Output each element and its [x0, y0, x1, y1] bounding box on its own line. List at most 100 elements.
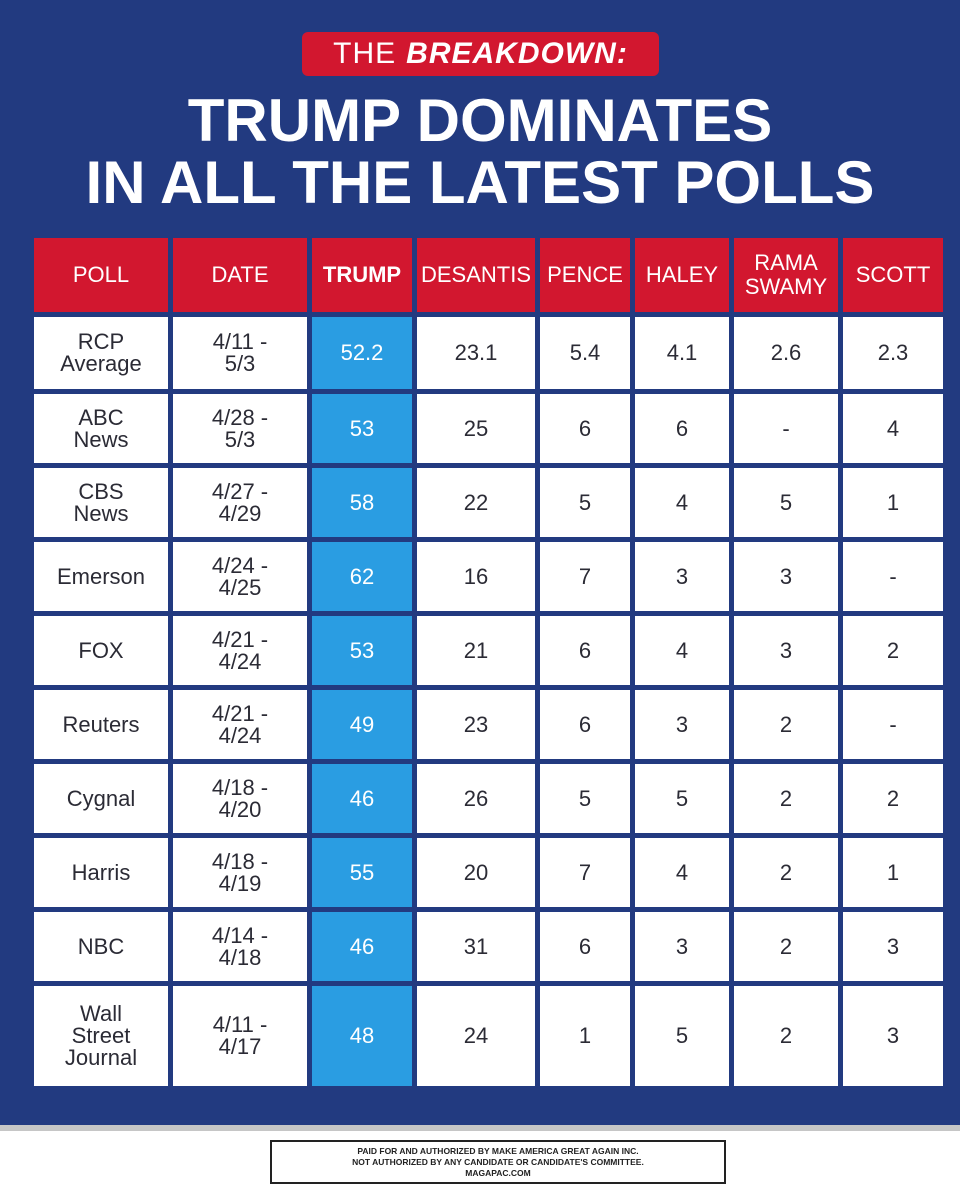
header-cell: RAMA SWAMY — [734, 238, 838, 312]
value-cell: 3 — [843, 912, 943, 981]
badge-prefix: THE — [333, 37, 397, 70]
date-cell: 4/18 - 4/19 — [173, 838, 307, 907]
value-cell: 6 — [540, 394, 630, 463]
header-cell: SCOTT — [843, 238, 943, 312]
table-row: Cygnal 4/18 - 4/20 46 26 5 5 2 2 — [34, 764, 943, 833]
table-row: CBS News 4/27 - 4/29 58 22 5 4 5 1 — [34, 468, 943, 537]
value-cell: 4 — [635, 468, 729, 537]
value-cell: 6 — [540, 912, 630, 981]
value-cell: 2.6 — [734, 317, 838, 389]
value-cell: 2 — [843, 616, 943, 685]
value-cell: 26 — [417, 764, 535, 833]
value-cell: 20 — [417, 838, 535, 907]
value-cell: 1 — [843, 838, 943, 907]
value-cell: - — [843, 542, 943, 611]
value-cell: 3 — [734, 616, 838, 685]
table-row: NBC 4/14 - 4/18 46 31 6 3 2 3 — [34, 912, 943, 981]
date-cell: 4/11 - 4/17 — [173, 986, 307, 1086]
value-cell: 3 — [635, 912, 729, 981]
poll-name-cell: Wall Street Journal — [34, 986, 168, 1086]
value-cell: 2 — [734, 912, 838, 981]
value-cell: 2 — [734, 838, 838, 907]
header-row: POLL DATE TRUMP DESANTIS PENCE HALEY RAMA SWAM… — [34, 238, 943, 312]
value-cell: 24 — [417, 986, 535, 1086]
table-row: Wall Street Journal 4/11 - 4/17 48 24 1 5 2 3 — [34, 986, 943, 1086]
header-cell: HALEY — [635, 238, 729, 312]
headline-line-1: TRUMP DOMINATES — [187, 87, 773, 154]
value-cell: 53 — [312, 616, 412, 685]
date-cell: 4/18 - 4/20 — [173, 764, 307, 833]
value-cell: 5 — [540, 764, 630, 833]
breakdown-badge: THE BREAKDOWN: — [302, 32, 659, 76]
value-cell: 6 — [540, 690, 630, 759]
value-cell: 2.3 — [843, 317, 943, 389]
value-cell: 4 — [635, 616, 729, 685]
value-cell: 62 — [312, 542, 412, 611]
poll-name-cell: Reuters — [34, 690, 168, 759]
poll-name-cell: RCP Average — [34, 317, 168, 389]
value-cell: 6 — [635, 394, 729, 463]
value-cell: 53 — [312, 394, 412, 463]
header-cell: DATE — [173, 238, 307, 312]
header-cell: TRUMP — [312, 238, 412, 312]
header-cell: POLL — [34, 238, 168, 312]
value-cell: 48 — [312, 986, 412, 1086]
value-cell: 1 — [843, 468, 943, 537]
date-cell: 4/21 - 4/24 — [173, 616, 307, 685]
value-cell: 1 — [540, 986, 630, 1086]
value-cell: 55 — [312, 838, 412, 907]
badge-emphasis: BREAKDOWN: — [406, 37, 628, 70]
value-cell: 2 — [734, 986, 838, 1086]
value-cell: 25 — [417, 394, 535, 463]
poll-name-cell: Cygnal — [34, 764, 168, 833]
polls-table: POLL DATE TRUMP DESANTIS PENCE HALEY RAMA SWAM… — [29, 233, 948, 1091]
value-cell: 52.2 — [312, 317, 412, 389]
value-cell: 7 — [540, 542, 630, 611]
value-cell: 5 — [734, 468, 838, 537]
value-cell: 58 — [312, 468, 412, 537]
value-cell: 6 — [540, 616, 630, 685]
table-row: FOX 4/21 - 4/24 53 21 6 4 3 2 — [34, 616, 943, 685]
date-cell: 4/11 - 5/3 — [173, 317, 307, 389]
value-cell: 4 — [843, 394, 943, 463]
value-cell: 7 — [540, 838, 630, 907]
disclaimer-line-2: NOT AUTHORIZED BY ANY CANDIDATE OR CANDI… — [352, 1156, 644, 1167]
value-cell: 2 — [734, 764, 838, 833]
disclaimer-line-1: PAID FOR AND AUTHORIZED BY MAKE AMERICA … — [357, 1145, 639, 1156]
headline: TRUMP DOMINATES IN ALL THE LATEST POLLS — [0, 90, 960, 214]
headline-line-2: IN ALL THE LATEST POLLS — [85, 149, 875, 216]
value-cell: 5 — [635, 986, 729, 1086]
value-cell: 46 — [312, 912, 412, 981]
table-row: Emerson 4/24 - 4/25 62 16 7 3 3- — [34, 542, 943, 611]
disclaimer-box: PAID FOR AND AUTHORIZED BY MAKE AMERICA … — [270, 1140, 726, 1184]
value-cell: 3 — [635, 542, 729, 611]
value-cell: 5.4 — [540, 317, 630, 389]
disclaimer-line-3: MAGAPAC.COM — [465, 1167, 531, 1178]
table-row: Reuters 4/21 - 4/24 49 23 6 3 2- — [34, 690, 943, 759]
value-cell: 5 — [540, 468, 630, 537]
value-cell: 2 — [843, 764, 943, 833]
table-row: ABC News 4/28 - 5/3 53 25 6 6-4 — [34, 394, 943, 463]
date-cell: 4/28 - 5/3 — [173, 394, 307, 463]
value-cell: 23 — [417, 690, 535, 759]
table-row: RCP Average 4/11 - 5/3 52.2 23.1 5.4 4.1 2.6 2.… — [34, 317, 943, 389]
poll-name-cell: Emerson — [34, 542, 168, 611]
value-cell: 5 — [635, 764, 729, 833]
value-cell: 3 — [635, 690, 729, 759]
value-cell: 46 — [312, 764, 412, 833]
date-cell: 4/27 - 4/29 — [173, 468, 307, 537]
value-cell: - — [843, 690, 943, 759]
value-cell: 49 — [312, 690, 412, 759]
table-row: Harris 4/18 - 4/19 55 20 7 4 2 1 — [34, 838, 943, 907]
poll-name-cell: CBS News — [34, 468, 168, 537]
value-cell: 16 — [417, 542, 535, 611]
table-body: RCP Average 4/11 - 5/3 52.2 23.1 5.4 4.1 2.6 2.… — [34, 317, 943, 1086]
value-cell: 4 — [635, 838, 729, 907]
value-cell: 22 — [417, 468, 535, 537]
value-cell: 2 — [734, 690, 838, 759]
date-cell: 4/14 - 4/18 — [173, 912, 307, 981]
table-header: POLL DATE TRUMP DESANTIS PENCE HALEY RAMA SWAM… — [34, 238, 943, 312]
date-cell: 4/24 - 4/25 — [173, 542, 307, 611]
poll-name-cell: FOX — [34, 616, 168, 685]
value-cell: 4.1 — [635, 317, 729, 389]
